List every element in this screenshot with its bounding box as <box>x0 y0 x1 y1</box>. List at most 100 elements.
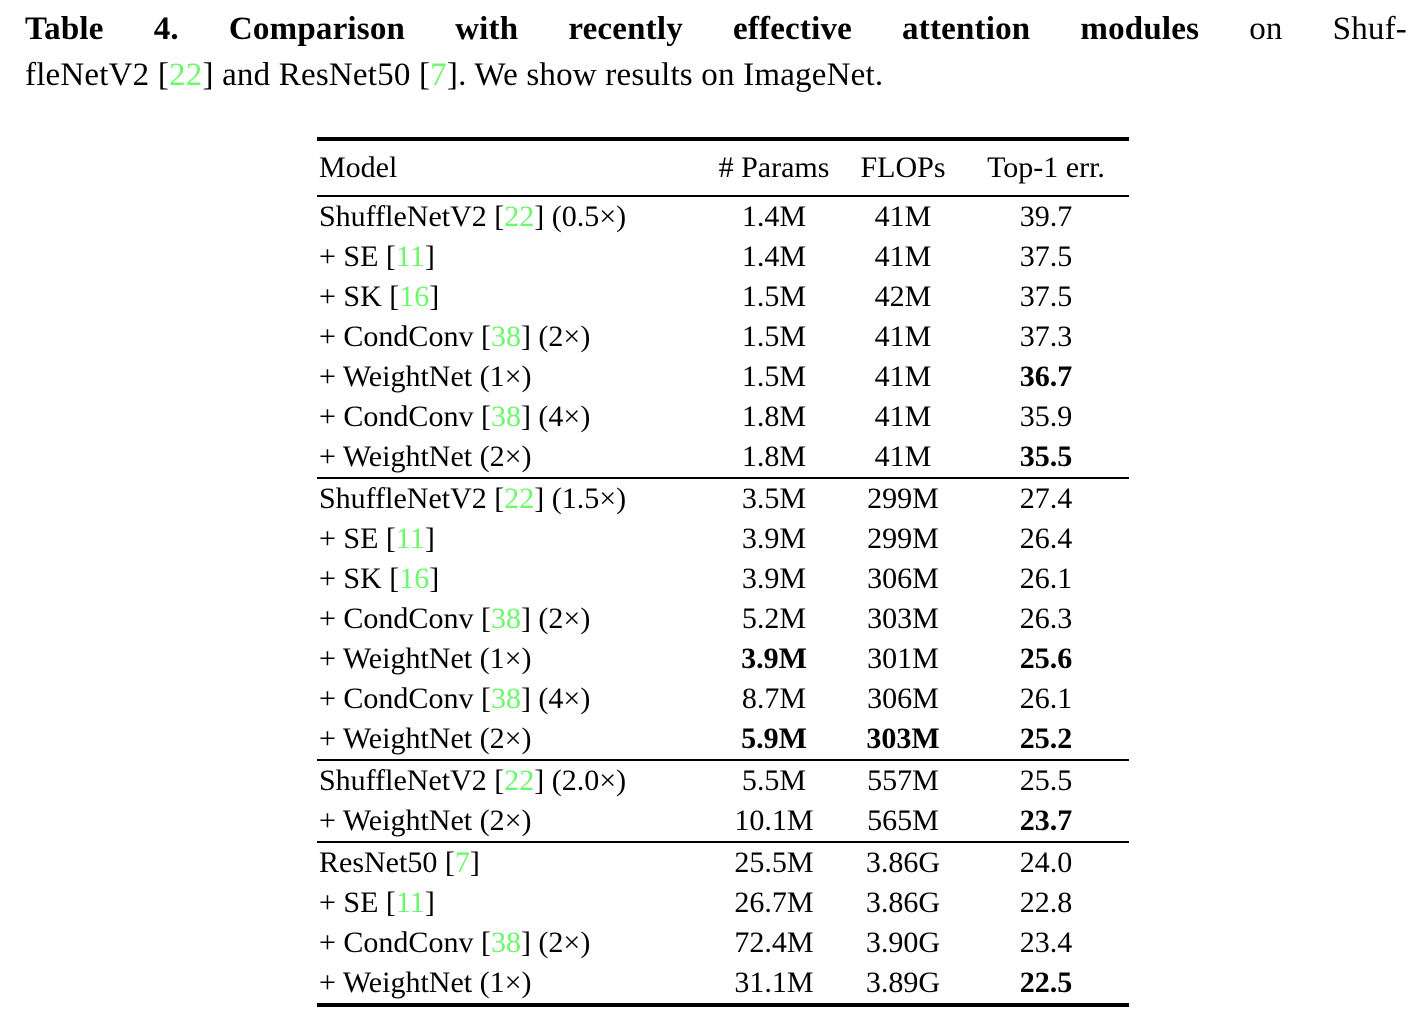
top1-err-cell: 37.5 <box>1019 240 1073 273</box>
top1-err-cell: 26.1 <box>1019 682 1073 715</box>
citation-link[interactable]: 38 <box>490 682 521 715</box>
table-row: + SE [11] 3.9M 299M 26.4 <box>317 519 1129 559</box>
text-segment: ]. We show results on ImageNet. <box>446 57 884 93</box>
flops-cell: 299M <box>867 482 939 515</box>
citation-link[interactable]: 22 <box>504 482 535 515</box>
citation-link[interactable]: 38 <box>490 926 521 959</box>
params-cell: 1.5M <box>741 280 807 313</box>
params-cell: 72.4M <box>734 926 814 959</box>
citation-link[interactable]: 11 <box>395 886 425 919</box>
text-segment: ] (4×) <box>520 400 591 433</box>
citation-link[interactable]: 16 <box>399 562 430 595</box>
params-cell: 3.9M <box>741 522 807 555</box>
text-segment: + CondConv [ <box>319 602 491 635</box>
params-cell: 5.2M <box>741 602 807 635</box>
model-cell: + WeightNet (1×) <box>317 360 705 394</box>
flops-cell: 41M <box>874 320 932 353</box>
model-cell: + CondConv [38] (4×) <box>317 682 705 716</box>
params-cell: 1.5M <box>741 320 807 353</box>
citation-link[interactable]: 11 <box>395 522 425 555</box>
top1-err-cell: 24.0 <box>1019 846 1073 879</box>
table-row: + WeightNet (1×) 31.1M 3.89G 22.5 <box>317 963 1129 1003</box>
table-row: ShuffleNetV2 [22] (2.0×) 5.5M 557M 25.5 <box>317 761 1129 801</box>
citation-link[interactable]: 16 <box>399 280 430 313</box>
params-cell: 5.9M <box>741 722 807 755</box>
flops-cell: 303M <box>866 722 940 755</box>
text-segment: fleNetV2 [ <box>25 57 170 93</box>
text-segment: + CondConv [ <box>319 926 491 959</box>
params-cell: 3.9M <box>741 562 807 595</box>
text-segment: + SE [ <box>319 240 396 273</box>
model-cell: + WeightNet (2×) <box>317 804 705 838</box>
text-segment: ] (2×) <box>520 926 591 959</box>
header-params: # Params <box>718 151 830 184</box>
params-cell: 1.8M <box>741 400 807 433</box>
table-row: + WeightNet (1×) 3.9M 301M 25.6 <box>317 639 1129 679</box>
text-segment: + WeightNet (1×) <box>319 360 532 393</box>
table-body: ShuffleNetV2 [22] (0.5×) 1.4M 41M 39.7 + SE … <box>317 197 1129 1003</box>
table-row: + CondConv [38] (2×) 1.5M 41M 37.3 <box>317 317 1129 357</box>
section-rule <box>317 841 1129 843</box>
model-cell: + SK [16] <box>317 280 705 314</box>
citation-link[interactable]: 22 <box>169 57 203 93</box>
table-row: + CondConv [38] (4×) 8.7M 306M 26.1 <box>317 679 1129 719</box>
model-cell: + CondConv [38] (2×) <box>317 320 705 354</box>
table-row: ShuffleNetV2 [22] (0.5×) 1.4M 41M 39.7 <box>317 197 1129 237</box>
params-cell: 3.5M <box>741 482 807 515</box>
top1-err-cell: 25.5 <box>1019 764 1073 797</box>
top1-err-cell: 35.9 <box>1019 400 1073 433</box>
table-row: + CondConv [38] (2×) 5.2M 303M 26.3 <box>317 599 1129 639</box>
model-cell: + CondConv [38] (2×) <box>317 926 705 960</box>
table-header-row: Model # Params FLOPs Top-1 err. <box>317 141 1129 195</box>
citation-link[interactable]: 7 <box>430 57 447 93</box>
text-segment: ] (0.5×) <box>534 200 627 233</box>
top1-err-cell: 26.1 <box>1019 562 1073 595</box>
flops-cell: 42M <box>874 280 932 313</box>
text-segment: + WeightNet (1×) <box>319 966 532 999</box>
text-segment: + SK [ <box>319 280 400 313</box>
text-segment: ] (1.5×) <box>534 482 627 515</box>
params-cell: 1.4M <box>741 200 807 233</box>
flops-cell: 565M <box>867 804 939 837</box>
text-segment: + WeightNet (2×) <box>319 440 532 473</box>
text-segment: + SK [ <box>319 562 400 595</box>
params-cell: 26.7M <box>734 886 814 919</box>
model-cell: ShuffleNetV2 [22] (2.0×) <box>317 764 705 798</box>
flops-cell: 41M <box>874 440 932 473</box>
flops-cell: 299M <box>867 522 939 555</box>
top1-err-cell: 23.4 <box>1019 926 1073 959</box>
citation-link[interactable]: 11 <box>395 240 425 273</box>
citation-link[interactable]: 38 <box>490 602 521 635</box>
citation-link[interactable]: 38 <box>490 400 521 433</box>
top1-err-cell: 22.5 <box>1019 966 1073 999</box>
table-row: + SE [11] 1.4M 41M 37.5 <box>317 237 1129 277</box>
results-table: Model # Params FLOPs Top-1 err. ShuffleN… <box>317 137 1129 1007</box>
citation-link[interactable]: 22 <box>504 200 535 233</box>
citation-link[interactable]: 38 <box>490 320 521 353</box>
model-cell: + SE [11] <box>317 886 705 920</box>
table-row: + SK [16] 1.5M 42M 37.5 <box>317 277 1129 317</box>
model-cell: ShuffleNetV2 [22] (1.5×) <box>317 482 705 516</box>
params-cell: 1.8M <box>741 440 807 473</box>
text-segment: ] <box>424 886 435 919</box>
flops-cell: 3.90G <box>865 926 941 959</box>
table-row: ResNet50 [7] 25.5M 3.86G 24.0 <box>317 843 1129 883</box>
top1-err-cell: 22.8 <box>1019 886 1073 919</box>
params-cell: 31.1M <box>734 966 814 999</box>
flops-cell: 41M <box>874 400 932 433</box>
caption-line-2: fleNetV2 [22] and ResNet50 [7]. We show … <box>25 52 1407 98</box>
citation-link[interactable]: 22 <box>504 764 535 797</box>
model-cell: + CondConv [38] (4×) <box>317 400 705 434</box>
flops-cell: 3.86G <box>865 846 941 879</box>
text-segment: ResNet50 [ <box>319 846 455 879</box>
top1-err-cell: 25.2 <box>1019 722 1073 755</box>
model-cell: + SK [16] <box>317 562 705 596</box>
text-segment: + CondConv [ <box>319 320 491 353</box>
text-segment: + WeightNet (2×) <box>319 722 532 755</box>
citation-link[interactable]: 7 <box>454 846 470 879</box>
model-cell: ShuffleNetV2 [22] (0.5×) <box>317 200 705 234</box>
text-segment: ] (2.0×) <box>534 764 627 797</box>
text-segment: ShuffleNetV2 [ <box>319 200 505 233</box>
table-row: + WeightNet (2×) 5.9M 303M 25.2 <box>317 719 1129 759</box>
text-segment: ] <box>429 280 440 313</box>
